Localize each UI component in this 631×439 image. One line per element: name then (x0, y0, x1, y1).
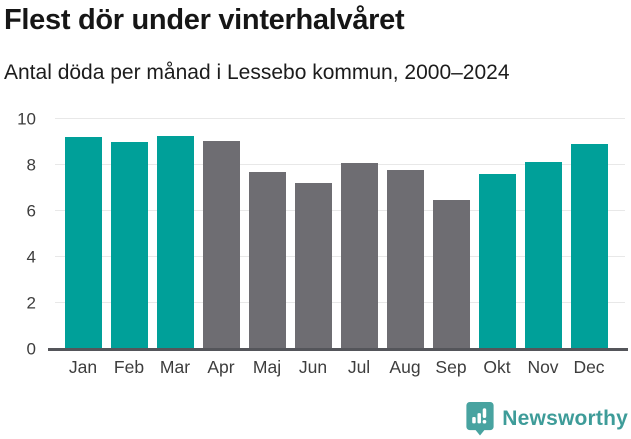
x-tick-label-mar: Mar (159, 357, 191, 377)
bar-slot-sep (428, 119, 474, 349)
x-tick-label-dec: Dec (573, 357, 605, 377)
bar-slot-jun (290, 119, 336, 349)
newsworthy-logo-text: Newsworthy (502, 406, 628, 430)
bar-sep (432, 199, 470, 349)
bar-dec (570, 144, 608, 349)
y-tick-label-10: 10 (17, 109, 36, 129)
bar-slot-mar (152, 119, 198, 349)
x-tick-label-jul: Jul (347, 357, 371, 377)
newsworthy-bubble-chart-icon (465, 401, 495, 436)
gridline-2 (55, 302, 625, 303)
chart-title: Flest dör under vinterhalvåret (4, 4, 405, 36)
chart-subtitle: Antal döda per månad i Lessebo kommun, 2… (4, 61, 510, 84)
bar-slot-maj (244, 119, 290, 349)
bar-nov (524, 161, 562, 349)
x-tick-label-nov: Nov (527, 357, 559, 377)
x-tick-label-apr: Apr (207, 357, 235, 377)
x-tick-label-sep: Sep (435, 357, 467, 377)
x-axis-labels: Jan Feb Mar Apr Maj Jun Jul Aug Sep Okt Nov Dec (55, 357, 630, 378)
bar-slot-feb (106, 119, 152, 349)
bar-jun (294, 183, 332, 349)
newsworthy-logo: Newsworthy (465, 401, 628, 436)
bar-slot-nov (520, 119, 566, 349)
bar-jan (64, 137, 102, 349)
x-tick-label-aug: Aug (389, 357, 421, 377)
x-tick-label-jun: Jun (298, 357, 328, 377)
gridline-8 (55, 164, 625, 165)
bar-jul (340, 162, 378, 349)
gridline-4 (55, 256, 625, 257)
bar-slot-jul (336, 119, 382, 349)
bar-mar (156, 136, 194, 349)
x-tick-label-feb: Feb (113, 357, 145, 377)
bar-feb (110, 142, 148, 349)
x-axis-line (48, 348, 628, 351)
bar-aug (386, 169, 424, 349)
y-tick-label-4: 4 (26, 247, 36, 267)
gridline-6 (55, 210, 625, 211)
x-tick-label-jan: Jan (68, 357, 98, 377)
y-tick-label-6: 6 (26, 201, 36, 221)
bar-apr (202, 140, 240, 349)
y-axis-labels: 0 2 4 6 8 10 (0, 111, 46, 358)
gridline-10 (55, 118, 625, 119)
y-tick-label-2: 2 (26, 293, 36, 313)
bar-slot-okt (474, 119, 520, 349)
x-tick-label-maj: Maj (252, 357, 282, 377)
bars (55, 119, 625, 349)
y-tick-label-0: 0 (26, 339, 36, 359)
bar-slot-aug (382, 119, 428, 349)
x-tick-label-okt: Okt (483, 357, 511, 377)
bar-slot-apr (198, 119, 244, 349)
bar-slot-jan (60, 119, 106, 349)
y-tick-label-8: 8 (26, 155, 36, 175)
bar-maj (248, 171, 286, 349)
bar-okt (478, 174, 516, 349)
plot-area (55, 118, 625, 349)
bar-slot-dec (566, 119, 612, 349)
